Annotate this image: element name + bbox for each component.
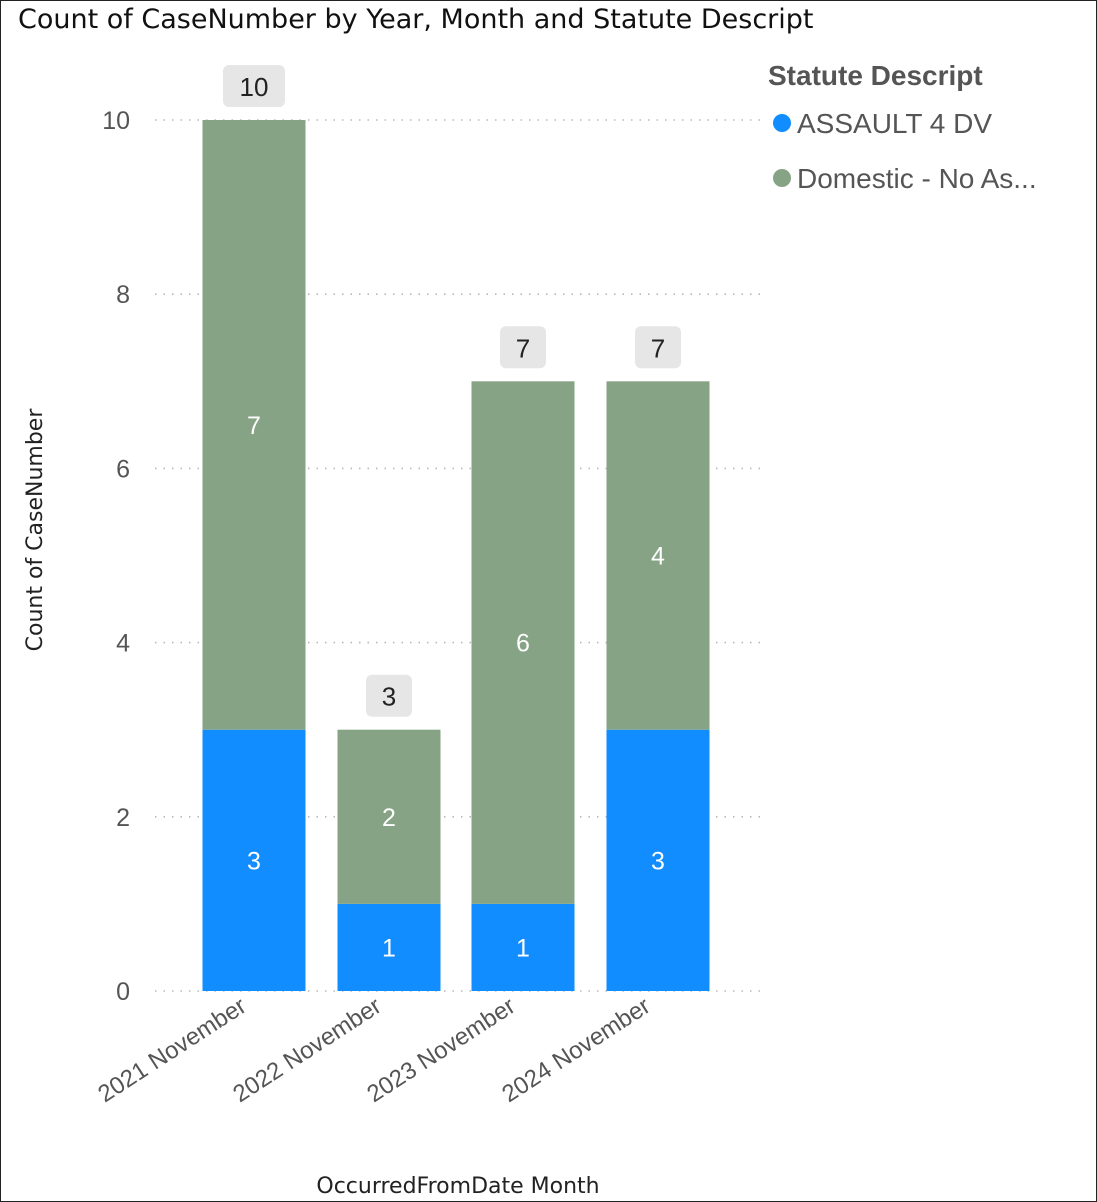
y-tick-label: 2 xyxy=(116,804,130,832)
total-label-bg xyxy=(635,326,681,369)
bars: 3 7 10 1 2 3 1 6 7 3 4 7 xyxy=(202,65,710,991)
legend-item-domestic[interactable]: Domestic - No As... xyxy=(773,163,1037,194)
data-label: 2 xyxy=(382,804,396,832)
bar-segment[interactable] xyxy=(606,381,710,730)
x-tick-label: 2024 November xyxy=(497,992,655,1108)
legend-label-assault: ASSAULT 4 DV xyxy=(797,108,992,139)
legend-label-domestic: Domestic - No As... xyxy=(797,163,1037,194)
x-tick-label: 2021 November xyxy=(93,992,251,1108)
legend-item-assault[interactable]: ASSAULT 4 DV xyxy=(773,108,992,139)
bar-segment[interactable] xyxy=(202,120,306,730)
x-tick-label: 2022 November xyxy=(228,992,386,1108)
legend-title: Statute Descript xyxy=(768,60,983,91)
legend: Statute Descript ASSAULT 4 DV Domestic -… xyxy=(768,60,1037,194)
y-tick-label: 10 xyxy=(102,107,130,135)
x-axis-title: OccurredFromDate Month xyxy=(316,1174,599,1199)
y-tick-label: 4 xyxy=(116,630,130,658)
data-label: 1 xyxy=(516,934,530,962)
y-axis-title: Count of CaseNumber xyxy=(23,408,48,652)
data-label: 3 xyxy=(247,847,261,875)
x-tick-label: 2023 November xyxy=(362,992,520,1108)
total-label-bg xyxy=(500,326,546,369)
total-label: 3 xyxy=(382,682,396,712)
total-label-bg xyxy=(366,674,412,717)
bar-segment[interactable] xyxy=(337,903,441,991)
total-label: 7 xyxy=(516,333,530,363)
data-label: 1 xyxy=(382,934,396,962)
bar-segment[interactable] xyxy=(471,381,575,904)
y-tick-label: 6 xyxy=(116,455,130,483)
chart-title: Count of CaseNumber by Year, Month and S… xyxy=(18,4,814,35)
legend-marker-domestic xyxy=(773,169,791,187)
bar-segment[interactable] xyxy=(202,729,306,991)
y-tick-label: 8 xyxy=(116,281,130,309)
y-tick-label: 0 xyxy=(116,978,130,1006)
data-label: 6 xyxy=(516,630,530,658)
legend-marker-assault xyxy=(773,114,791,132)
total-label: 10 xyxy=(240,72,269,102)
bar-segment[interactable] xyxy=(337,729,441,904)
y-axis-ticks: 0 2 4 6 8 10 xyxy=(102,107,130,1006)
data-label: 4 xyxy=(651,543,665,571)
bar-segment[interactable] xyxy=(606,729,710,991)
total-label-bg xyxy=(223,65,285,107)
bar-segment[interactable] xyxy=(471,903,575,991)
total-label: 7 xyxy=(651,333,665,363)
data-label: 7 xyxy=(247,412,261,440)
data-label: 3 xyxy=(651,847,665,875)
